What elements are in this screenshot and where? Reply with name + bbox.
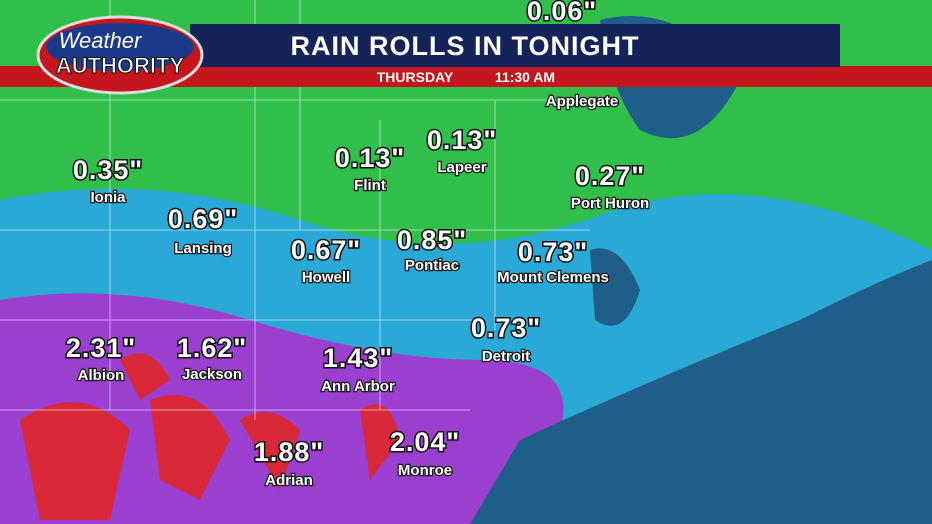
- logo-top: Weather: [59, 28, 143, 53]
- rain-amount: 0.73": [518, 237, 588, 267]
- city-name: Jackson: [182, 366, 242, 383]
- rain-amount: 1.43": [323, 343, 393, 373]
- rain-amount: 0.35": [73, 155, 143, 185]
- rain-amount: 1.62": [177, 333, 247, 363]
- city-name: Detroit: [482, 348, 530, 365]
- city-name: Pontiac: [405, 257, 459, 274]
- rain-amount: 0.69": [168, 204, 238, 234]
- very-heavy-rain-area: [20, 353, 400, 520]
- day: THURSDAY: [377, 69, 454, 85]
- logo-bottom: AUTHORITY: [56, 53, 185, 78]
- city-name: Mount Clemens: [497, 269, 609, 286]
- city-name: Lapeer: [437, 159, 486, 176]
- rain-amount: 0.85": [397, 225, 467, 255]
- logo-inner: [46, 23, 194, 71]
- rain-amount: 2.31": [66, 333, 136, 363]
- rain-amount: 0.06": [527, 0, 597, 26]
- city-name: Lansing: [174, 240, 232, 257]
- city-name: Ionia: [90, 189, 126, 206]
- county-lines: [0, 0, 600, 420]
- title: RAIN ROLLS IN TONIGHT: [291, 31, 640, 61]
- location-labels: 0.06" Applegate 0.35" Ionia 0.69" Lansing 0.13…: [64, 0, 650, 490]
- rain-amount: 0.13": [335, 143, 405, 173]
- rain-amount: 2.04": [390, 427, 460, 457]
- info-strip: [0, 66, 932, 87]
- rain-amount: 1.88": [254, 437, 324, 467]
- city-name: Flint: [354, 177, 386, 194]
- time: 11:30 AM: [495, 69, 555, 85]
- rain-amount: 0.67": [291, 235, 361, 265]
- city-name: Howell: [302, 269, 350, 286]
- city-name: Adrian: [265, 472, 313, 489]
- city-name: Albion: [78, 367, 125, 384]
- city-name: Port Huron: [571, 195, 649, 212]
- rain-amount: 0.27": [575, 161, 645, 191]
- city-name: Monroe: [398, 462, 452, 479]
- city-name: Ann Arbor: [321, 378, 395, 395]
- lake-erie: [470, 260, 932, 524]
- lake-st-clair: [590, 248, 640, 326]
- rain-amount: 0.13": [427, 125, 497, 155]
- rain-amount: 0.73": [471, 313, 541, 343]
- heavy-rain-area: [0, 293, 564, 524]
- city-name: Applegate: [546, 93, 619, 110]
- title-banner: [190, 24, 840, 67]
